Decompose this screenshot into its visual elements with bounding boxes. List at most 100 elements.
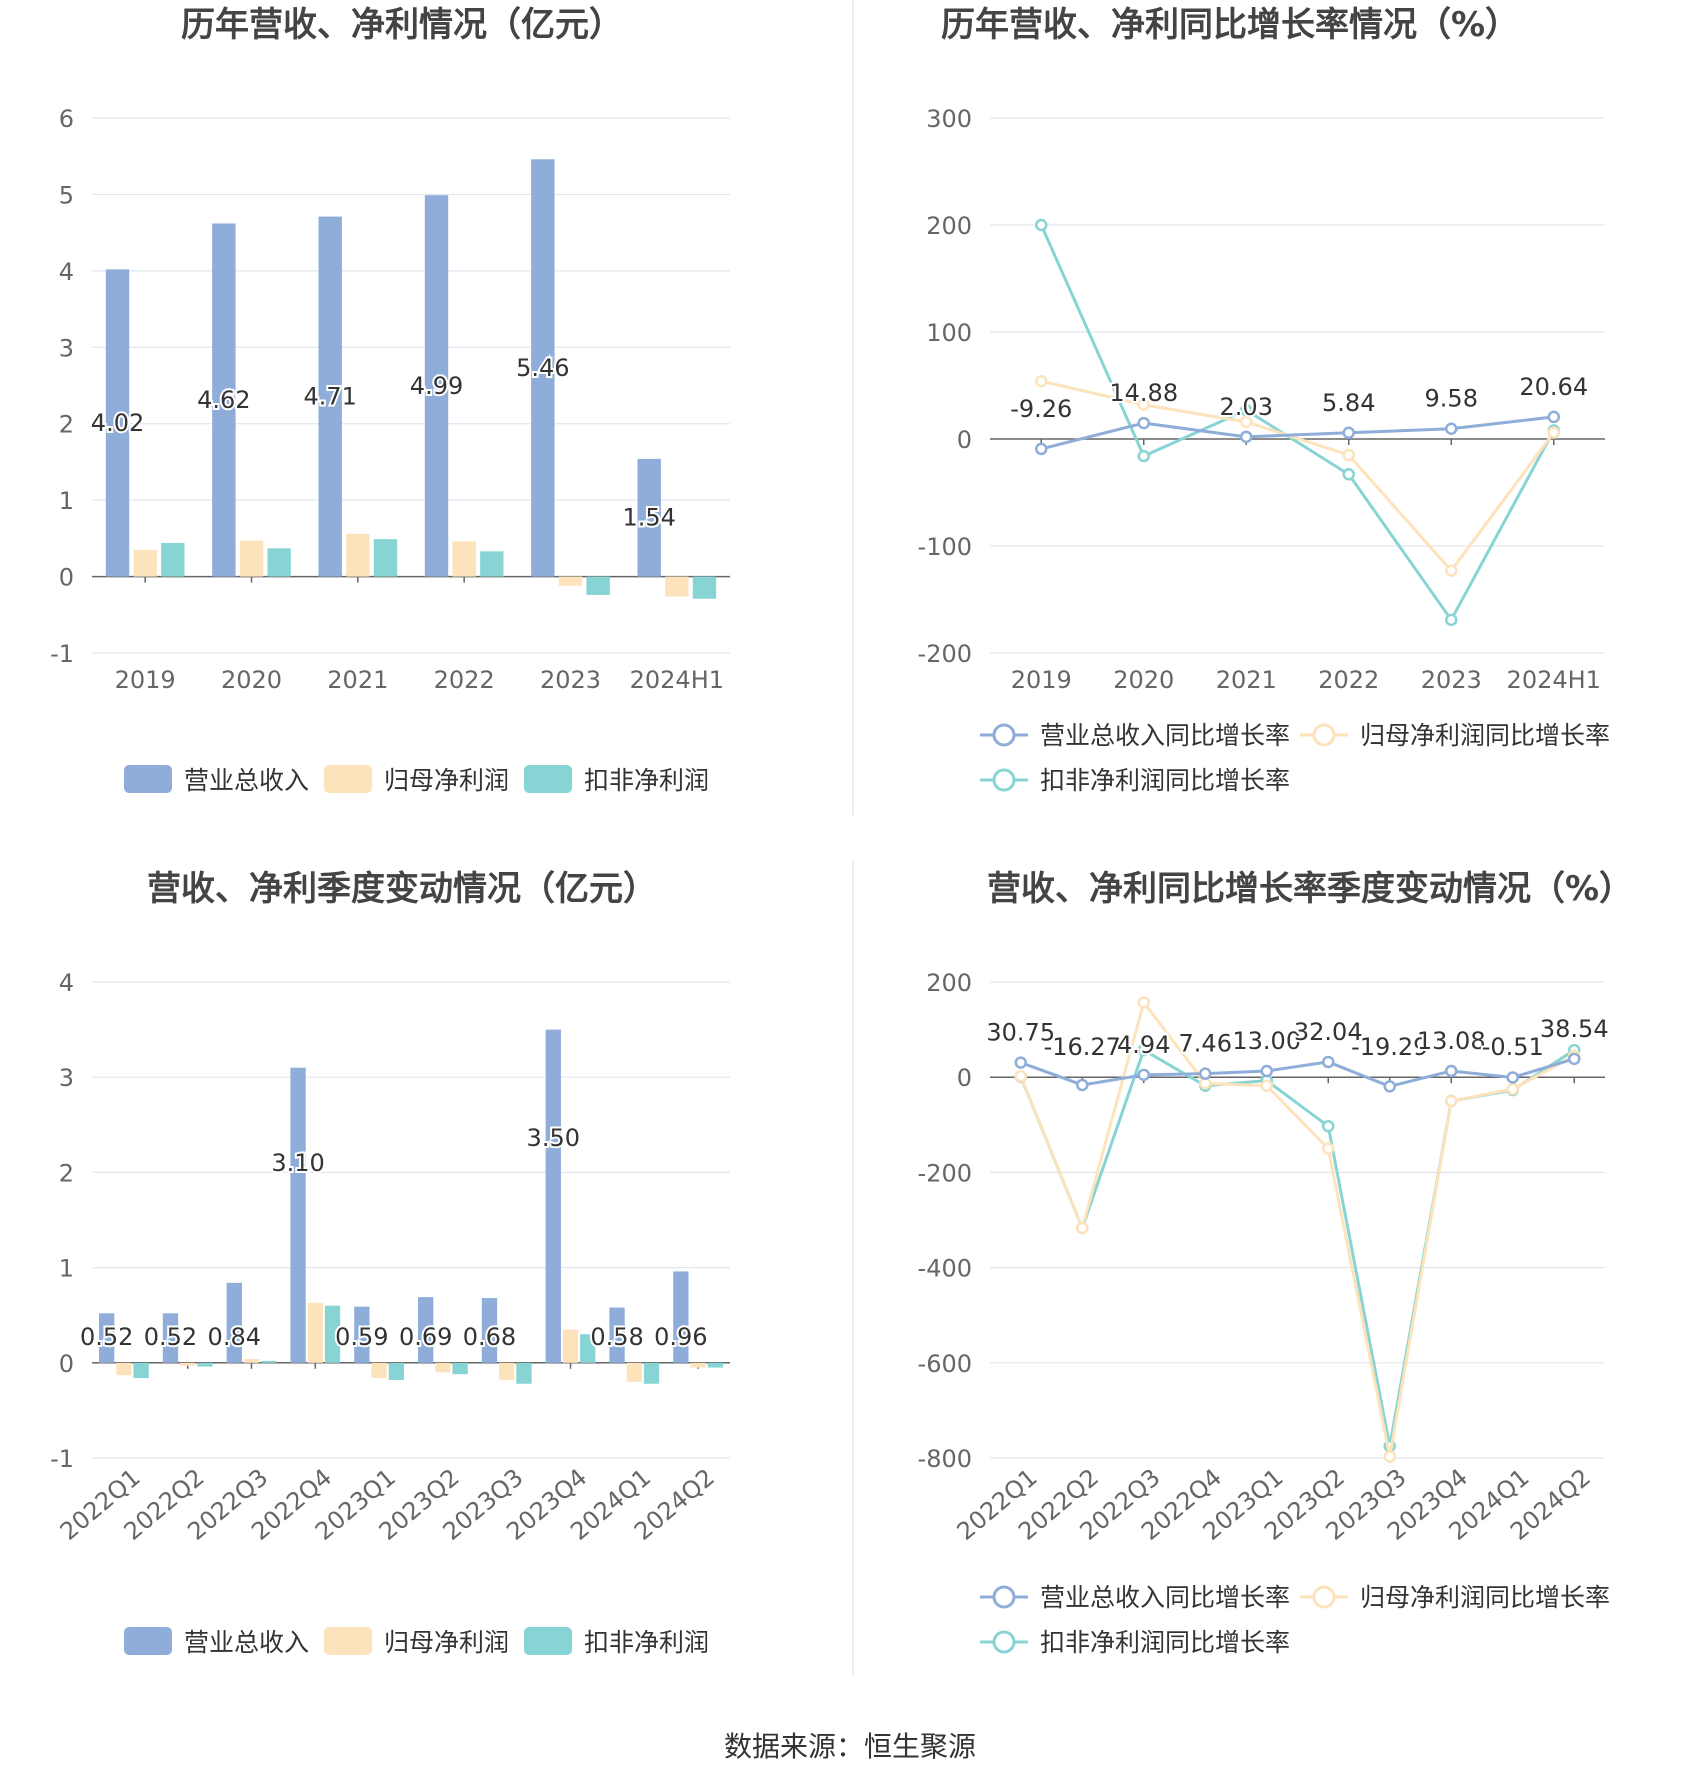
chart1-bar [665, 576, 689, 597]
chart4-y-tick-label: -200 [918, 1159, 972, 1187]
chart2-point [1035, 442, 1048, 456]
chart1-data-label: 4.02 [91, 409, 144, 437]
chart3-bar [226, 1282, 242, 1363]
chart3-legend-swatch [124, 1627, 172, 1655]
chart2-point [1240, 415, 1253, 429]
chart3-bar [162, 1313, 179, 1363]
chart4-y-tick-label: -400 [918, 1255, 972, 1283]
chart3-bar [499, 1362, 515, 1380]
chart3-bar [673, 1271, 689, 1363]
chart1-bar [318, 216, 342, 577]
chart2-x-tick-label: 2021 [1216, 666, 1277, 694]
chart3-y-tick-label: 4 [59, 969, 74, 997]
chart3-bar [643, 1362, 660, 1384]
chart2-x-tick-label: 2023 [1421, 666, 1482, 694]
chart4-point [1383, 1450, 1396, 1463]
chart4-legend-label: 扣非净利润同比增长率 [1040, 1628, 1290, 1657]
chart2-point [1137, 398, 1150, 412]
chart3-y-tick-label: 1 [59, 1255, 74, 1283]
chart4-point [1137, 1043, 1150, 1057]
chart2-y-tick-label: -200 [918, 640, 972, 668]
chart4-point [1322, 1142, 1335, 1155]
chart4-point [1568, 1052, 1581, 1066]
chart3-bar [609, 1307, 625, 1363]
chart1-x-tick-label: 2023 [540, 666, 601, 694]
chart1-data-label: 1.54 [622, 504, 675, 532]
chart2-point [1035, 218, 1048, 232]
chart3-bar [180, 1362, 196, 1366]
chart4-point [1445, 1064, 1458, 1078]
chart4-series-line [1019, 1047, 1576, 1447]
chart2-point [1342, 468, 1355, 481]
chart2-legend-label: 扣非净利润同比增长率 [1040, 766, 1290, 795]
chart2-x-tick-label: 2022 [1318, 666, 1379, 694]
chart4-point [1506, 1071, 1519, 1084]
chart3-y-tick-label: 0 [59, 1350, 74, 1378]
chart1-y-tick-label: 0 [59, 564, 74, 592]
chart1-bar [692, 576, 717, 599]
chart2-y-tick-label: -100 [918, 533, 972, 561]
chart2-point [1240, 403, 1253, 417]
chart3-data-label: 0.59 [335, 1323, 388, 1351]
chart3-bar [354, 1306, 370, 1363]
chart3-legend-label: 扣非净利润 [584, 1628, 709, 1657]
chart3-data-label: 0.84 [208, 1323, 261, 1351]
chart2-data-label: 2.03 [1220, 393, 1273, 421]
chart1-bar [212, 223, 236, 577]
chart3-bar [324, 1305, 341, 1363]
chart3-bar [388, 1362, 404, 1380]
chart1-data-label: 4.71 [303, 383, 356, 411]
chart2-point [1547, 426, 1560, 439]
chart3-title: 营收、净利季度变动情况（亿元） [147, 869, 657, 909]
chart2-data-label: 20.64 [1519, 373, 1588, 401]
chart4-series-line [1019, 999, 1575, 1457]
chart3-bar [516, 1362, 532, 1384]
chart4-data-label: 4.94 [1117, 1031, 1170, 1059]
chart3-legend-swatch [324, 1627, 372, 1655]
chart1-y-tick-label: 5 [59, 181, 74, 209]
chart3-bar [580, 1334, 596, 1363]
chart3-data-label: 3.50 [527, 1124, 580, 1152]
chart2-data-label: -9.26 [1010, 395, 1072, 423]
chart2-data-label: 9.58 [1425, 385, 1478, 413]
chart3-data-label: 0.96 [654, 1323, 707, 1351]
chart4-point [1260, 1064, 1273, 1078]
chart2-point [1342, 426, 1355, 440]
chart4-legend-swatch [992, 1630, 1016, 1654]
chart2-legend-swatch [992, 723, 1016, 747]
chart3-y-tick-label: -1 [50, 1445, 74, 1473]
chart4-legend-label: 归母净利润同比增长率 [1360, 1583, 1610, 1612]
chart4-point [1014, 1056, 1027, 1069]
chart4-point [1506, 1082, 1519, 1096]
chart3-data-label: 0.69 [399, 1323, 452, 1351]
chart4-point [1322, 1119, 1335, 1133]
chart1-bar [452, 541, 476, 577]
chart4-point [1137, 1068, 1150, 1082]
chart1-y-tick-label: 1 [59, 487, 74, 515]
chart3-data-label: 3.10 [271, 1149, 324, 1177]
chart1-legend-swatch [324, 765, 372, 793]
chart1-bar [267, 548, 291, 577]
chart2-y-tick-label: 100 [926, 319, 972, 347]
chart2-x-tick-label: 2020 [1113, 666, 1174, 694]
chart4-data-label: 13.08 [1417, 1027, 1486, 1055]
chart3-bar [99, 1313, 115, 1363]
chart1-legend-label: 归母净利润 [384, 766, 509, 795]
chart1-bar [637, 458, 661, 577]
chart4-data-label: 32.04 [1294, 1018, 1363, 1046]
chart4-point [1014, 1069, 1027, 1083]
chart4-point [1322, 1055, 1335, 1069]
chart4-point [1137, 996, 1150, 1009]
chart1-data-label: 5.46 [516, 354, 569, 382]
chart3-bar [116, 1362, 132, 1376]
chart4-data-label: -16.27 [1044, 1033, 1121, 1061]
chart3-data-label: 0.52 [144, 1323, 197, 1351]
chart4-point [1076, 1078, 1089, 1092]
chart4-y-tick-label: -800 [918, 1445, 972, 1473]
chart1-x-tick-label: 2022 [434, 666, 495, 694]
chart1-title: 历年营收、净利情况（亿元） [181, 5, 623, 45]
chart1-legend-swatch [124, 765, 172, 793]
chart1-x-tick-label: 2021 [327, 666, 388, 694]
data-source: 数据来源：恒生聚源 [723, 1730, 976, 1763]
